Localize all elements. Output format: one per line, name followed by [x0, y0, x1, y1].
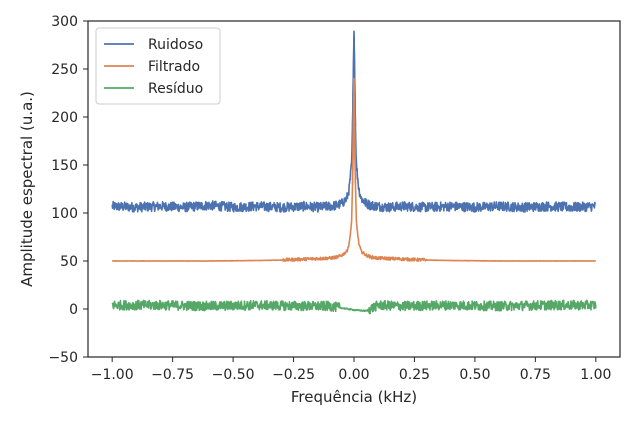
legend-frame: [95, 27, 221, 105]
legend-entry-2: Resíduo: [148, 81, 203, 97]
x-axis-label: Frequência (kHz): [291, 388, 417, 406]
x-tick-label: −0.25: [272, 367, 315, 383]
legend: Ruidoso Filtrado Resíduo: [95, 27, 221, 105]
y-axis-label: Amplitude espectral (u.a.): [18, 91, 36, 287]
y-tick-label: 300: [51, 14, 78, 30]
x-tick-label: 1.00: [580, 367, 611, 383]
x-tick-label: −0.50: [212, 367, 255, 383]
y-tick-label: −50: [48, 350, 78, 366]
x-tick-label: 0.75: [520, 367, 551, 383]
x-tick-label: −0.75: [151, 367, 194, 383]
y-tick-label: 200: [51, 110, 78, 126]
legend-entry-0: Ruidoso: [148, 37, 203, 53]
y-tick-label: 150: [51, 158, 78, 174]
plot-frame: [87, 20, 621, 358]
y-tick-label: 100: [51, 206, 78, 222]
y-tick-label: 250: [51, 62, 78, 78]
series-line-2: [111, 299, 597, 315]
y-tick-label: 50: [60, 254, 78, 270]
x-axis-ticks: −1.00 −0.75 −0.50 −0.25 0.00 0.25 0.50 0.75 1.00: [91, 357, 611, 383]
x-tick-label: 0.25: [399, 367, 430, 383]
x-tick-label: 0.00: [338, 367, 369, 383]
legend-entry-1: Filtrado: [148, 59, 200, 75]
x-tick-label: −1.00: [91, 367, 134, 383]
x-tick-label: 0.50: [459, 367, 490, 383]
y-tick-label: 0: [69, 302, 78, 318]
series-peak-1: [351, 78, 357, 185]
series-layer: [111, 30, 597, 315]
y-axis-ticks: −50 0 50 100 150 200 250 300: [48, 14, 88, 366]
